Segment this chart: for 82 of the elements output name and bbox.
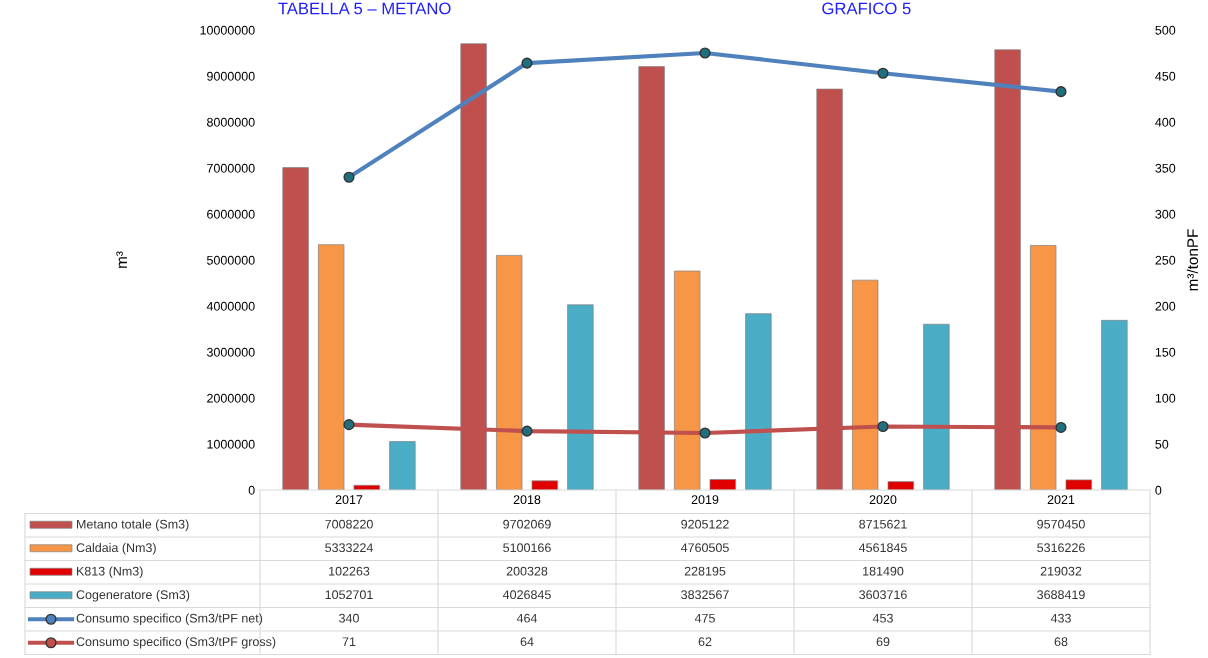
data-label: 3688419 — [1037, 590, 1085, 600]
bar — [1065, 479, 1092, 490]
text: GRAFICO 5 — [822, 2, 911, 15]
bar — [282, 167, 309, 490]
y-tick-label: 1000000 — [207, 439, 255, 449]
y-tick-label: 2000000 — [207, 393, 255, 403]
data-label: 228195 — [684, 566, 726, 576]
data-label: 71 — [342, 637, 356, 646]
legend-label: Cogeneratore (Sm3) — [76, 589, 190, 602]
y-tick-label: 10000000 — [200, 25, 255, 35]
bar — [887, 481, 914, 490]
y2-tick-label: 200 — [1155, 301, 1176, 311]
y-tick-label: 5000000 — [206, 255, 255, 265]
x-tick-label: 2021 — [1047, 495, 1075, 505]
data-label: 1052701 — [325, 590, 373, 600]
data-label: 4760505 — [680, 543, 729, 553]
data-label: 102263 — [329, 566, 370, 576]
legend-label: Consumo specifico (Sm3/tPF net) — [76, 613, 263, 626]
data-label: 9570450 — [1037, 519, 1085, 529]
y-tick-label: 7000000 — [207, 163, 255, 173]
data-label: 9702069 — [503, 519, 551, 529]
bar — [567, 304, 594, 490]
y2-tick-label: 450 — [1155, 71, 1176, 81]
data-label: 64 — [520, 637, 534, 647]
data-label: 3603716 — [859, 590, 907, 600]
data-label: 4026845 — [502, 590, 551, 600]
bar — [496, 255, 523, 490]
data-label: 7008220 — [325, 519, 373, 529]
bar — [531, 480, 558, 490]
data-label: 9205122 — [681, 519, 729, 529]
y2-tick-label: 400 — [1155, 117, 1176, 127]
data-label: 433 — [1050, 613, 1071, 623]
data-label: 62 — [698, 637, 712, 647]
y-tick-label: 3000000 — [206, 347, 255, 357]
data-label: 68 — [1054, 637, 1068, 647]
y-tick-label: 9000000 — [207, 71, 255, 81]
data-label: 5316226 — [1037, 543, 1085, 553]
data-label: 69 — [876, 637, 890, 647]
bar — [1030, 245, 1057, 490]
y2-tick-label: 350 — [1155, 163, 1176, 173]
x-tick-label: 2019 — [691, 495, 719, 505]
bar — [745, 313, 772, 490]
bar — [674, 270, 701, 490]
bar — [389, 441, 416, 490]
y2-tick-label: 50 — [1155, 439, 1169, 449]
y-tick-label: 4000000 — [206, 301, 255, 311]
y2-tick-label: 0 — [1155, 485, 1162, 495]
data-label: 340 — [339, 613, 359, 623]
bar — [1101, 319, 1128, 490]
data-label: 8715621 — [859, 519, 907, 529]
bar — [852, 279, 879, 490]
y-axis-title: m³ — [116, 251, 127, 268]
data-label: 453 — [872, 613, 893, 623]
data-label: 464 — [516, 613, 538, 623]
y2-tick-label: 500 — [1155, 25, 1176, 35]
legend-label: Metano totale (Sm3) — [77, 519, 189, 532]
y2-tick-label: 100 — [1155, 393, 1176, 403]
bar — [709, 479, 736, 490]
data-label: 5333224 — [325, 543, 373, 553]
y2-tick-label: 250 — [1155, 255, 1176, 265]
y-tick-label: 0 — [248, 485, 255, 495]
x-tick-label: 2017 — [335, 495, 363, 505]
y-tick-label: 6000000 — [207, 209, 255, 219]
bar — [923, 323, 950, 490]
data-label: 3832567 — [681, 590, 729, 600]
data-label: 475 — [694, 613, 715, 623]
y2-tick-label: 300 — [1155, 209, 1176, 219]
legend-label: Caldaia (Nm3) — [76, 542, 156, 555]
y-tick-label: 8000000 — [207, 117, 255, 127]
bar — [318, 244, 345, 490]
y2-axis-title: m³/tonPF — [1186, 229, 1199, 291]
data-label: 181490 — [863, 566, 904, 576]
data-label: 4561845 — [858, 543, 907, 553]
data-label: 219032 — [1040, 566, 1082, 576]
y2-tick-label: 150 — [1155, 347, 1176, 357]
data-label: 200328 — [506, 566, 548, 576]
data-label: 5100166 — [503, 543, 551, 553]
legend-label: K813 (Nm3) — [77, 566, 143, 579]
legend-label: Consumo specifico (Sm3/tPF gross) — [76, 636, 276, 649]
x-tick-label: 2018 — [513, 495, 541, 505]
text: TABELLA 5 – METANO — [278, 2, 451, 15]
x-tick-label: 2020 — [869, 495, 897, 505]
